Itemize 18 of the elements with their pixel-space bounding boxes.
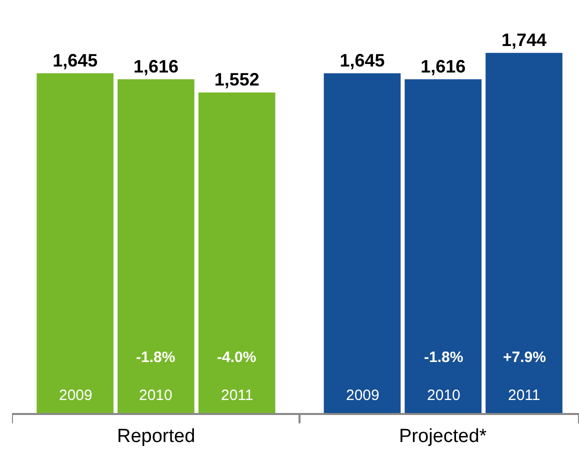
- annotation: -4.0%: [217, 349, 256, 366]
- series-label: Projected*: [399, 426, 488, 447]
- data-label: 1,744: [501, 30, 547, 50]
- annotation: +7.9%: [503, 349, 546, 366]
- x-tick-label: 2010: [427, 387, 460, 404]
- annotation: -1.8%: [424, 349, 464, 366]
- data-label: 1,616: [420, 56, 466, 76]
- data-label: 1,552: [214, 70, 260, 90]
- x-tick-label: 2009: [346, 387, 380, 404]
- data-label: 1,616: [133, 56, 178, 76]
- x-tick-label: 2011: [508, 387, 540, 404]
- annotation: -1.8%: [136, 349, 176, 366]
- x-tick-label: 2009: [59, 387, 92, 404]
- x-tick-label: 2011: [221, 387, 254, 404]
- data-label: 1,645: [340, 50, 385, 70]
- series-label: Reported: [117, 426, 196, 447]
- data-label: 1,645: [52, 50, 98, 70]
- x-tick-label: 2010: [139, 387, 172, 404]
